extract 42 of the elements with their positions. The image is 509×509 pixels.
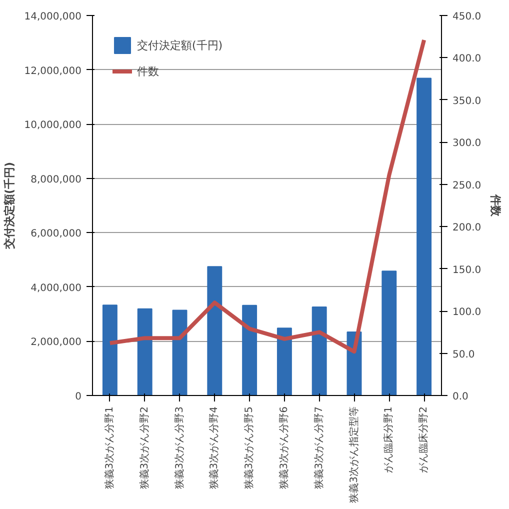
y2-axis-title: 件数 — [489, 194, 502, 218]
x-tick-label: 狭義3次がん分野3 — [173, 406, 186, 490]
x-tick-label: 狭義3次がん指定型等 — [348, 406, 360, 503]
line-series — [108, 38, 426, 354]
x-tick-label: 狭義3次がん分野1 — [103, 406, 116, 490]
bar — [382, 270, 397, 396]
bar — [207, 266, 222, 396]
bar — [172, 310, 188, 396]
bar — [102, 304, 118, 396]
y2-tick-label: 450.0 — [452, 12, 482, 22]
x-tick-label: 狭義3次がん分野7 — [312, 406, 325, 490]
bar — [276, 328, 292, 396]
x-tick-label: がん臨床分野2 — [418, 406, 430, 473]
y-tick-label: 6,000,000 — [30, 228, 82, 240]
y-tick-label: 14,000,000 — [24, 12, 82, 22]
x-tick-label: 狭義3次がん分野5 — [243, 406, 256, 490]
y-tick-label: 0 — [75, 392, 82, 402]
y2-tick-label: 300.0 — [452, 138, 482, 150]
bar — [416, 78, 432, 396]
y-axis-title: 交付決定額(千円) — [3, 162, 16, 250]
y2-tick-label: 250.0 — [452, 180, 482, 192]
y2-tick-label: 50.0 — [452, 349, 475, 360]
x-tick-label: がん臨床分野1 — [382, 406, 395, 473]
x-tick-label: 狭義3次がん分野4 — [208, 406, 220, 490]
x-tick-label: 狭義3次がん分野2 — [138, 406, 150, 490]
legend-label: 件数 — [137, 64, 159, 78]
y2-tick-label: 400.0 — [452, 54, 482, 65]
y2-tick-label: 100.0 — [452, 307, 482, 318]
y-tick-label: 8,000,000 — [30, 174, 82, 186]
bar — [242, 304, 258, 396]
y-tick-label: 12,000,000 — [24, 66, 82, 77]
y2-tick-label: 0.0 — [452, 392, 468, 402]
y-tick-label: 10,000,000 — [24, 120, 82, 132]
bar — [137, 308, 152, 396]
x-tick-label: 狭義3次がん分野6 — [278, 406, 290, 490]
legend-label: 交付決定額(千円) — [137, 38, 223, 52]
y-tick-label: 2,000,000 — [30, 337, 82, 348]
y2-tick-label: 150.0 — [452, 264, 482, 276]
bar — [312, 306, 327, 396]
y2-tick-label: 350.0 — [452, 96, 482, 107]
y2-tick-label: 200.0 — [452, 222, 482, 234]
y-tick-label: 4,000,000 — [30, 282, 82, 294]
